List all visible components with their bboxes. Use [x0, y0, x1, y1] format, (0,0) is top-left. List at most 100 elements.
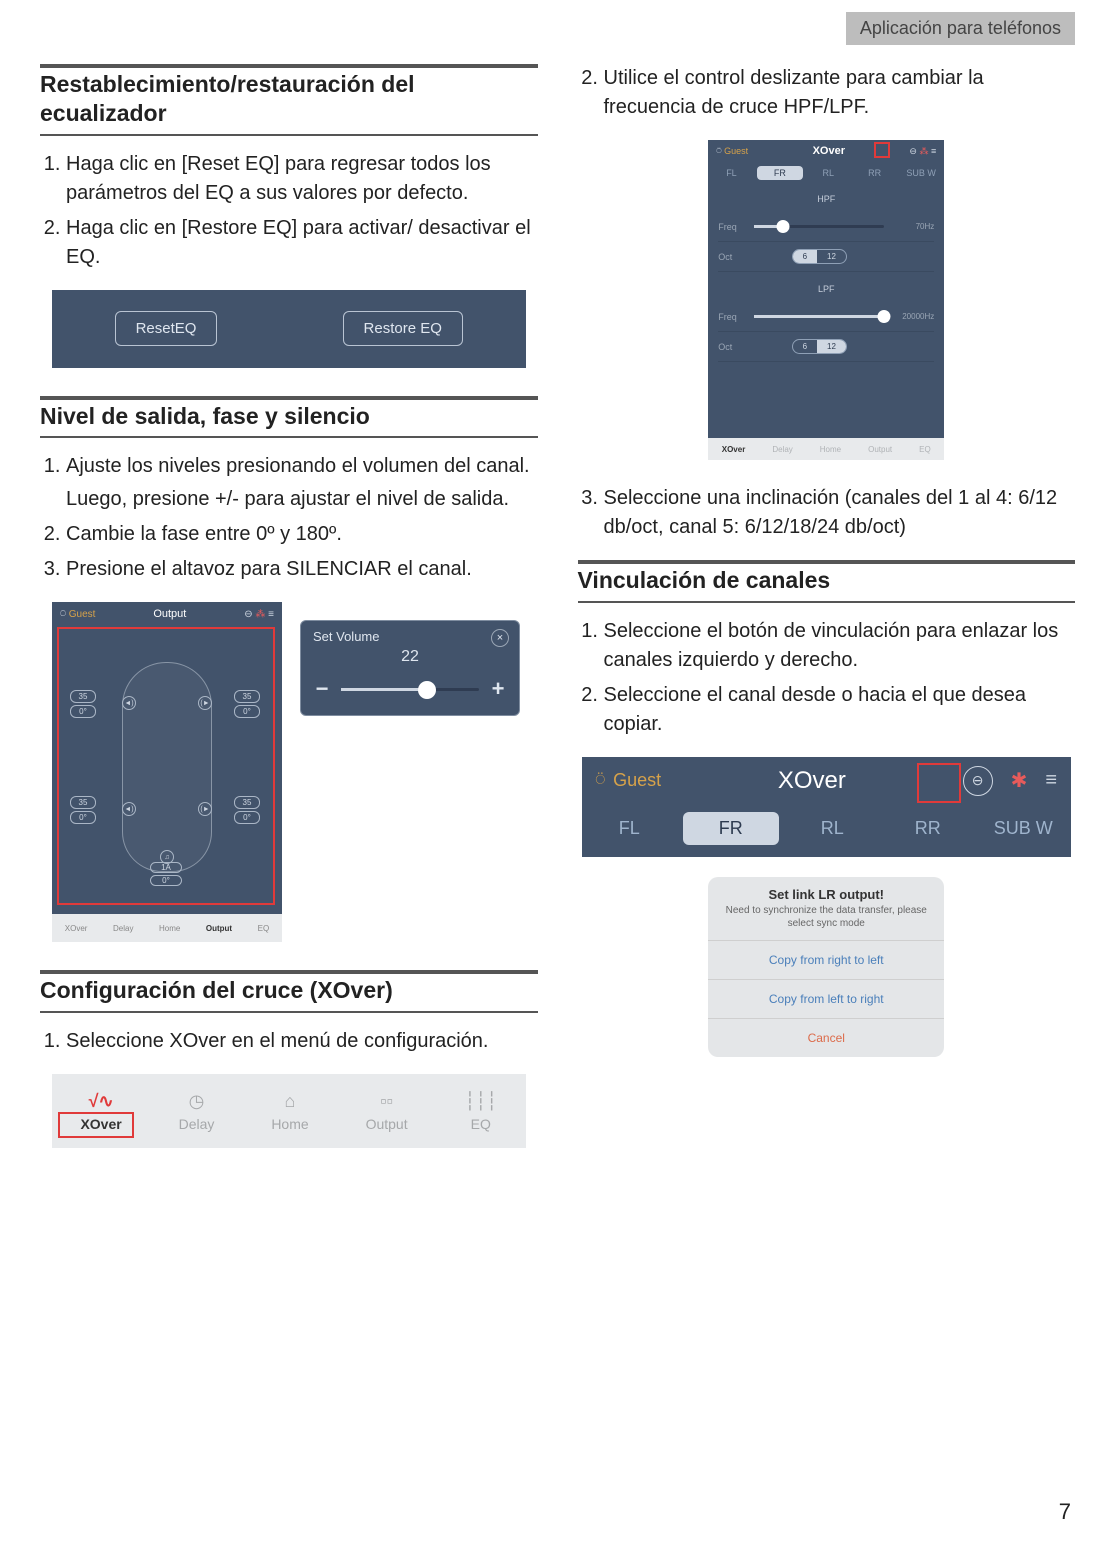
tab-fr[interactable]: FR — [757, 166, 803, 180]
xover-step-3: Seleccione una inclinación (canales del … — [604, 484, 1076, 542]
tab-home-label: Home — [271, 1116, 308, 1132]
output-step-1-text: Ajuste los niveles presionando el volume… — [66, 455, 530, 477]
tab-fr[interactable]: FR — [683, 812, 779, 845]
volume-slider-fill — [341, 688, 427, 691]
tab-delay[interactable]: Delay — [772, 445, 792, 454]
sync-option-ltr[interactable]: Copy from left to right — [708, 979, 944, 1018]
lpf-freq-label: Freq — [718, 312, 746, 322]
tab-subw[interactable]: SUB W — [976, 818, 1072, 839]
tab-fl[interactable]: FL — [582, 818, 678, 839]
menu-icon[interactable]: ≡ — [1045, 769, 1057, 792]
level-fl-val: 35 — [70, 690, 96, 703]
lpf-oct-label: Oct — [718, 342, 746, 352]
xover-topbar: ⍥ Guest XOver ⊖ ⁂ ≡ — [708, 140, 944, 162]
tab-output[interactable]: Output — [206, 924, 232, 933]
sync-cancel-button[interactable]: Cancel — [708, 1018, 944, 1057]
phase-sub-val: 0° — [150, 875, 182, 886]
hpf-oct-6[interactable]: 6 — [793, 250, 817, 263]
tab-fl[interactable]: FL — [708, 168, 754, 178]
level-sub: 1A 0° — [150, 860, 182, 886]
user-icon: ⍥ Guest — [716, 146, 748, 157]
reset-eq-button[interactable]: ResetEQ — [115, 311, 218, 346]
user-icon: ⍥ — [596, 772, 606, 790]
delay-icon: ◷ — [179, 1091, 215, 1112]
bluetooth-icon: ✱ — [1011, 768, 1028, 793]
output-step-1: Ajuste los niveles presionando el volume… — [66, 452, 538, 514]
hpf-oct-toggle[interactable]: 6 12 — [792, 249, 847, 264]
close-icon[interactable]: × — [491, 629, 509, 647]
hpf-freq-row: Freq 70Hz — [718, 212, 934, 242]
left-column: Restablecimiento/restauración del ecuali… — [40, 64, 538, 1148]
wide-topbar: ⍥ Guest XOver ⊖ ✱ ≡ — [582, 757, 1072, 805]
xover-bottombar: XOver Delay Home Output EQ — [708, 438, 944, 460]
link-steps: Seleccione el botón de vinculación para … — [578, 617, 1076, 739]
sync-dialog-subtitle: Need to synchronize the data transfer, p… — [708, 904, 944, 940]
home-icon: ⌂ — [271, 1091, 308, 1112]
sync-option-rtl[interactable]: Copy from right to left — [708, 940, 944, 979]
phase-rl-val: 0° — [70, 811, 96, 824]
xover-channel-tabs: FL FR RL RR SUB W — [708, 162, 944, 184]
output-step-2: Cambie la fase entre 0º y 180º. — [66, 520, 538, 549]
level-fr-val: 35 — [234, 690, 260, 703]
tab-delay[interactable]: ◷ Delay — [179, 1091, 215, 1132]
level-fr: 35 0° — [234, 690, 260, 720]
volume-minus-button[interactable]: − — [313, 676, 331, 702]
phase-fl-val: 0° — [70, 705, 96, 718]
phase-fr-val: 0° — [234, 705, 260, 718]
tab-xover[interactable]: XOver — [65, 924, 88, 933]
lpf-oct-toggle[interactable]: 6 12 — [792, 339, 847, 354]
link-icon[interactable]: ⊖ — [963, 766, 993, 796]
xover-steps-cont2: Seleccione una inclinación (canales del … — [578, 484, 1076, 542]
tab-output[interactable]: ▫▫ Output — [366, 1091, 408, 1132]
header-tab: Aplicación para teléfonos — [846, 12, 1075, 45]
tab-output-label: Output — [366, 1116, 408, 1132]
tab-home[interactable]: ⌂ Home — [271, 1091, 308, 1132]
figure-xover-wide-header: ⍥ Guest XOver ⊖ ✱ ≡ FL FR RL RR SUB W — [582, 757, 1072, 857]
volume-slider[interactable] — [341, 688, 479, 691]
hpf-oct-12[interactable]: 12 — [817, 250, 846, 263]
tab-rr[interactable]: RR — [880, 818, 976, 839]
phone-output-topbar: ⍥ Guest Output ⊖ ⁂ ≡ — [52, 602, 282, 626]
figure-output-row: ⍥ Guest Output ⊖ ⁂ ≡ ◄) (► ◄) (► ♫ 35 0° — [52, 602, 526, 942]
set-volume-popup: Set Volume × 22 − + — [300, 620, 520, 716]
tab-eq[interactable]: ┆┆┆EQ — [465, 1091, 498, 1132]
output-step-1b: Luego, presione +/- para ajustar el nive… — [66, 485, 538, 514]
lpf-oct-12[interactable]: 12 — [817, 340, 846, 353]
phase-rr-val: 0° — [234, 811, 260, 824]
hpf-freq-slider[interactable] — [754, 225, 884, 228]
level-rr-val: 35 — [234, 796, 260, 809]
hpf-freq-thumb[interactable] — [776, 220, 789, 233]
eq-icon: ┆┆┆ — [465, 1091, 498, 1112]
xover-icon: √∿ — [80, 1091, 121, 1112]
phone-output-bottombar: XOver Delay Home Output EQ — [52, 914, 282, 942]
link-step-2: Seleccione el canal desde o hacia el que… — [604, 681, 1076, 739]
level-fl: 35 0° — [70, 690, 96, 720]
tab-rl[interactable]: RL — [805, 168, 851, 178]
lpf-freq-slider[interactable] — [754, 315, 884, 318]
section-rule — [40, 970, 538, 974]
tab-subw[interactable]: SUB W — [898, 168, 944, 178]
tab-delay[interactable]: Delay — [113, 924, 133, 933]
tab-xover[interactable]: XOver — [722, 445, 746, 454]
tab-eq[interactable]: EQ — [919, 445, 931, 454]
tab-output[interactable]: Output — [868, 445, 892, 454]
phone-xover-screenshot: ⍥ Guest XOver ⊖ ⁂ ≡ FL FR RL RR SUB W HP… — [708, 140, 944, 460]
tab-rl[interactable]: RL — [785, 818, 881, 839]
output-icon: ▫▫ — [366, 1091, 408, 1112]
wide-tabs: FL FR RL RR SUB W — [582, 805, 1072, 853]
tab-home[interactable]: Home — [159, 924, 180, 933]
lpf-freq-thumb[interactable] — [878, 310, 891, 323]
lpf-freq-value: 20000Hz — [892, 312, 934, 321]
restore-eq-button[interactable]: Restore EQ — [343, 311, 463, 346]
tab-delay-label: Delay — [179, 1116, 215, 1132]
guest-label: Guest — [724, 146, 748, 156]
lpf-freq-fill — [754, 315, 884, 318]
xover-title: XOver — [813, 145, 845, 157]
tab-eq[interactable]: EQ — [258, 924, 270, 933]
lpf-oct-6[interactable]: 6 — [793, 340, 817, 353]
volume-slider-thumb[interactable] — [418, 681, 436, 699]
volume-plus-button[interactable]: + — [489, 676, 507, 702]
tab-rr[interactable]: RR — [851, 168, 897, 178]
user-icon: ⍥ Guest — [60, 609, 95, 620]
tab-home[interactable]: Home — [820, 445, 841, 454]
